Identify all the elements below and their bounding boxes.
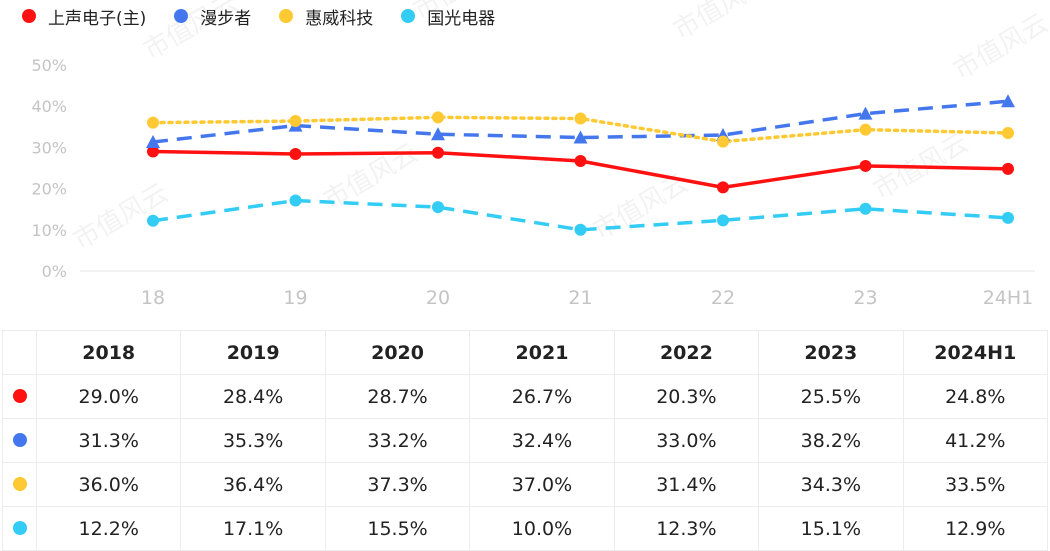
watermark-text: 市值风云 bbox=[949, 8, 1050, 86]
legend-marker bbox=[401, 9, 415, 23]
x-tick-label: 24H1 bbox=[983, 287, 1034, 309]
data-point bbox=[860, 160, 872, 172]
watermark-text: 市值风云 bbox=[669, 0, 774, 46]
table-cell: 12.3% bbox=[614, 507, 758, 551]
data-point bbox=[1002, 127, 1014, 139]
table-header-cell: 2024H1 bbox=[903, 331, 1047, 375]
table-header-cell: 2022 bbox=[614, 331, 758, 375]
legend-label: 惠威科技 bbox=[305, 4, 373, 29]
data-point bbox=[575, 155, 587, 167]
table-cell: 12.2% bbox=[37, 507, 181, 551]
table-cell: 25.5% bbox=[759, 375, 903, 419]
table-cell: 41.2% bbox=[903, 419, 1047, 463]
data-point bbox=[860, 203, 872, 215]
data-point bbox=[1002, 163, 1014, 175]
data-point bbox=[717, 181, 729, 193]
legend-marker bbox=[174, 9, 188, 23]
table-cell: 37.3% bbox=[325, 463, 469, 507]
legend-label: 国光电器 bbox=[427, 4, 495, 29]
table-cell: 28.7% bbox=[325, 375, 469, 419]
table-header-cell: 2019 bbox=[181, 331, 325, 375]
row-series-marker bbox=[3, 507, 37, 551]
x-tick-label: 21 bbox=[568, 287, 592, 309]
table-cell: 10.0% bbox=[470, 507, 614, 551]
table-row: 12.2% 17.1% 15.5% 10.0% 12.3% 15.1% 12.9… bbox=[3, 507, 1048, 551]
watermark-text: 市值风云 bbox=[69, 178, 174, 256]
data-table: 2018 2019 2020 2021 2022 2023 2024H1 29.… bbox=[2, 330, 1048, 551]
data-point bbox=[290, 195, 302, 207]
table-cell: 33.0% bbox=[614, 419, 758, 463]
table-header-cell: 2021 bbox=[470, 331, 614, 375]
data-point bbox=[575, 113, 587, 125]
table-cell: 33.5% bbox=[903, 463, 1047, 507]
x-tick-label: 23 bbox=[853, 287, 877, 309]
y-tick-label: 50% bbox=[31, 56, 67, 75]
data-point bbox=[1002, 212, 1014, 224]
table-cell: 35.3% bbox=[181, 419, 325, 463]
legend-label: 漫步者 bbox=[200, 4, 251, 29]
table-row: 36.0% 36.4% 37.3% 37.0% 31.4% 34.3% 33.5… bbox=[3, 463, 1048, 507]
data-point bbox=[147, 117, 159, 129]
y-tick-label: 20% bbox=[31, 180, 67, 199]
table-cell: 37.0% bbox=[470, 463, 614, 507]
y-tick-label: 30% bbox=[31, 138, 67, 157]
row-series-marker bbox=[3, 463, 37, 507]
table-cell: 32.4% bbox=[470, 419, 614, 463]
table-cell: 26.7% bbox=[470, 375, 614, 419]
table-cell: 15.5% bbox=[325, 507, 469, 551]
table-row: 31.3% 35.3% 33.2% 32.4% 33.0% 38.2% 41.2… bbox=[3, 419, 1048, 463]
table-cell: 15.1% bbox=[759, 507, 903, 551]
table-cell: 24.8% bbox=[903, 375, 1047, 419]
data-point bbox=[147, 215, 159, 227]
table-corner-cell bbox=[3, 331, 37, 375]
table-row: 29.0% 28.4% 28.7% 26.7% 20.3% 25.5% 24.8… bbox=[3, 375, 1048, 419]
table-cell: 20.3% bbox=[614, 375, 758, 419]
legend-marker bbox=[22, 9, 36, 23]
line-chart: 市值风云市值风云市值风云市值风云市值风云市值风云市值风云市值风云0%10%20%… bbox=[0, 0, 1050, 330]
table-cell: 12.9% bbox=[903, 507, 1047, 551]
table-cell: 29.0% bbox=[37, 375, 181, 419]
data-point bbox=[575, 224, 587, 236]
table-cell: 17.1% bbox=[181, 507, 325, 551]
x-tick-label: 22 bbox=[711, 287, 735, 309]
legend-item-swans[interactable]: 惠威科技 bbox=[279, 4, 373, 29]
legend-item-guoguang[interactable]: 国光电器 bbox=[401, 4, 495, 29]
table-cell: 36.0% bbox=[37, 463, 181, 507]
data-point bbox=[717, 214, 729, 226]
table-cell: 31.4% bbox=[614, 463, 758, 507]
legend-item-edifier[interactable]: 漫步者 bbox=[174, 4, 251, 29]
data-point bbox=[860, 124, 872, 136]
legend-marker bbox=[279, 9, 293, 23]
y-tick-label: 40% bbox=[31, 97, 67, 116]
data-point bbox=[432, 111, 444, 123]
y-tick-label: 0% bbox=[42, 262, 67, 281]
data-point bbox=[432, 201, 444, 213]
table-cell: 38.2% bbox=[759, 419, 903, 463]
table-cell: 28.4% bbox=[181, 375, 325, 419]
table-header-cell: 2020 bbox=[325, 331, 469, 375]
legend-item-shangsheng[interactable]: 上声电子(主) bbox=[22, 4, 146, 29]
x-tick-label: 19 bbox=[283, 287, 307, 309]
table-header-cell: 2023 bbox=[759, 331, 903, 375]
row-series-marker bbox=[3, 375, 37, 419]
legend-label: 上声电子(主) bbox=[48, 4, 146, 29]
table-header-cell: 2018 bbox=[37, 331, 181, 375]
x-tick-label: 20 bbox=[426, 287, 450, 309]
data-point bbox=[717, 136, 729, 148]
table-cell: 31.3% bbox=[37, 419, 181, 463]
data-point bbox=[290, 115, 302, 127]
table-header-row: 2018 2019 2020 2021 2022 2023 2024H1 bbox=[3, 331, 1048, 375]
table-cell: 36.4% bbox=[181, 463, 325, 507]
data-point bbox=[290, 148, 302, 160]
row-series-marker bbox=[3, 419, 37, 463]
table-cell: 34.3% bbox=[759, 463, 903, 507]
table-cell: 33.2% bbox=[325, 419, 469, 463]
data-point bbox=[432, 147, 444, 159]
x-tick-label: 18 bbox=[141, 287, 165, 309]
chart-legend: 上声电子(主) 漫步者 惠威科技 国光电器 bbox=[0, 0, 501, 32]
y-tick-label: 10% bbox=[31, 221, 67, 240]
